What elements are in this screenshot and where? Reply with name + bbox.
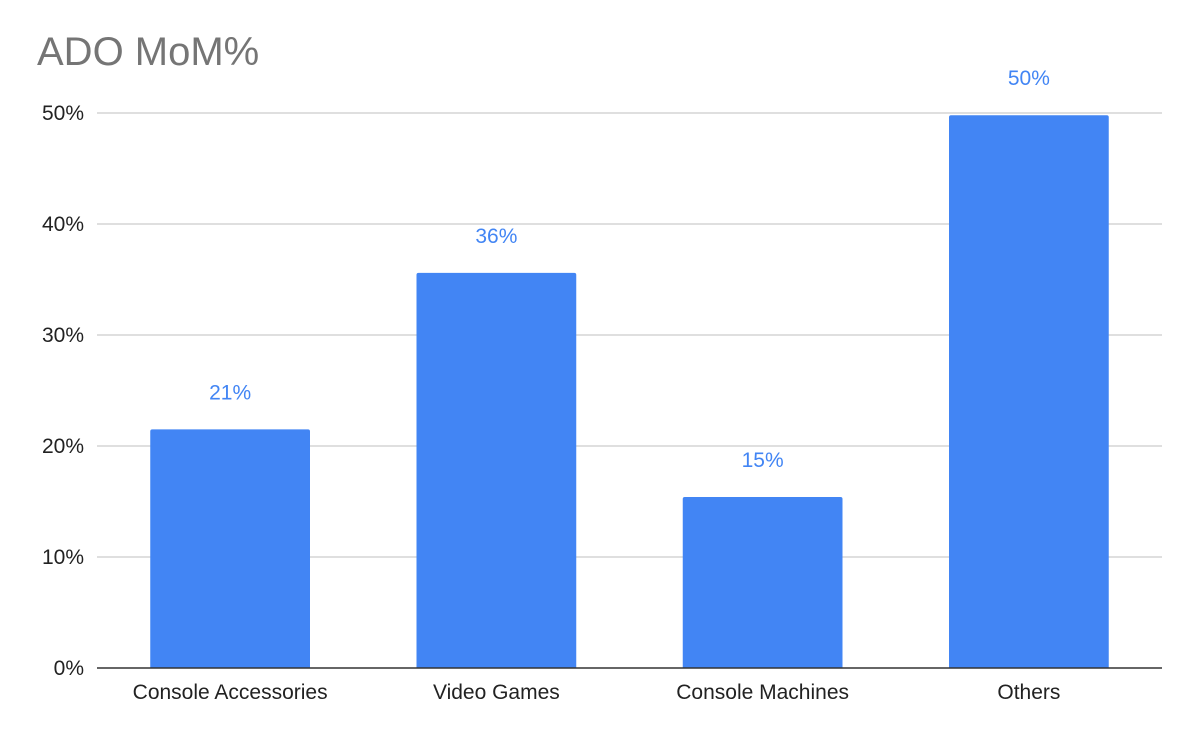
- bar-console-machines: [682, 497, 843, 668]
- data-label: 36%: [475, 225, 517, 248]
- chart-title: ADO MoM%: [37, 30, 260, 74]
- data-label: 50%: [1008, 67, 1050, 90]
- data-label: 15%: [742, 449, 784, 472]
- y-tick-label: 30%: [42, 324, 84, 347]
- data-label: 21%: [209, 381, 251, 404]
- category-label: Video Games: [433, 681, 560, 704]
- y-tick-label: 0%: [54, 657, 84, 680]
- bars: [150, 115, 1109, 669]
- y-tick-label: 10%: [42, 546, 84, 569]
- y-tick-label: 40%: [42, 213, 84, 236]
- category-label: Others: [997, 681, 1060, 704]
- y-axis-tick-labels: 0% 10% 20% 30% 40% 50%: [42, 102, 84, 680]
- x-axis-category-labels: Console Accessories Video Games Console Ma…: [133, 681, 1061, 704]
- bar-video-games: [416, 272, 577, 668]
- data-labels: 21% 36% 15% 50%: [209, 67, 1050, 472]
- category-label: Console Machines: [676, 681, 849, 704]
- y-tick-label: 20%: [42, 435, 84, 458]
- y-tick-label: 50%: [42, 102, 84, 125]
- category-label: Console Accessories: [133, 681, 328, 704]
- bar-console-accessories: [150, 429, 310, 668]
- bar-others: [949, 115, 1109, 669]
